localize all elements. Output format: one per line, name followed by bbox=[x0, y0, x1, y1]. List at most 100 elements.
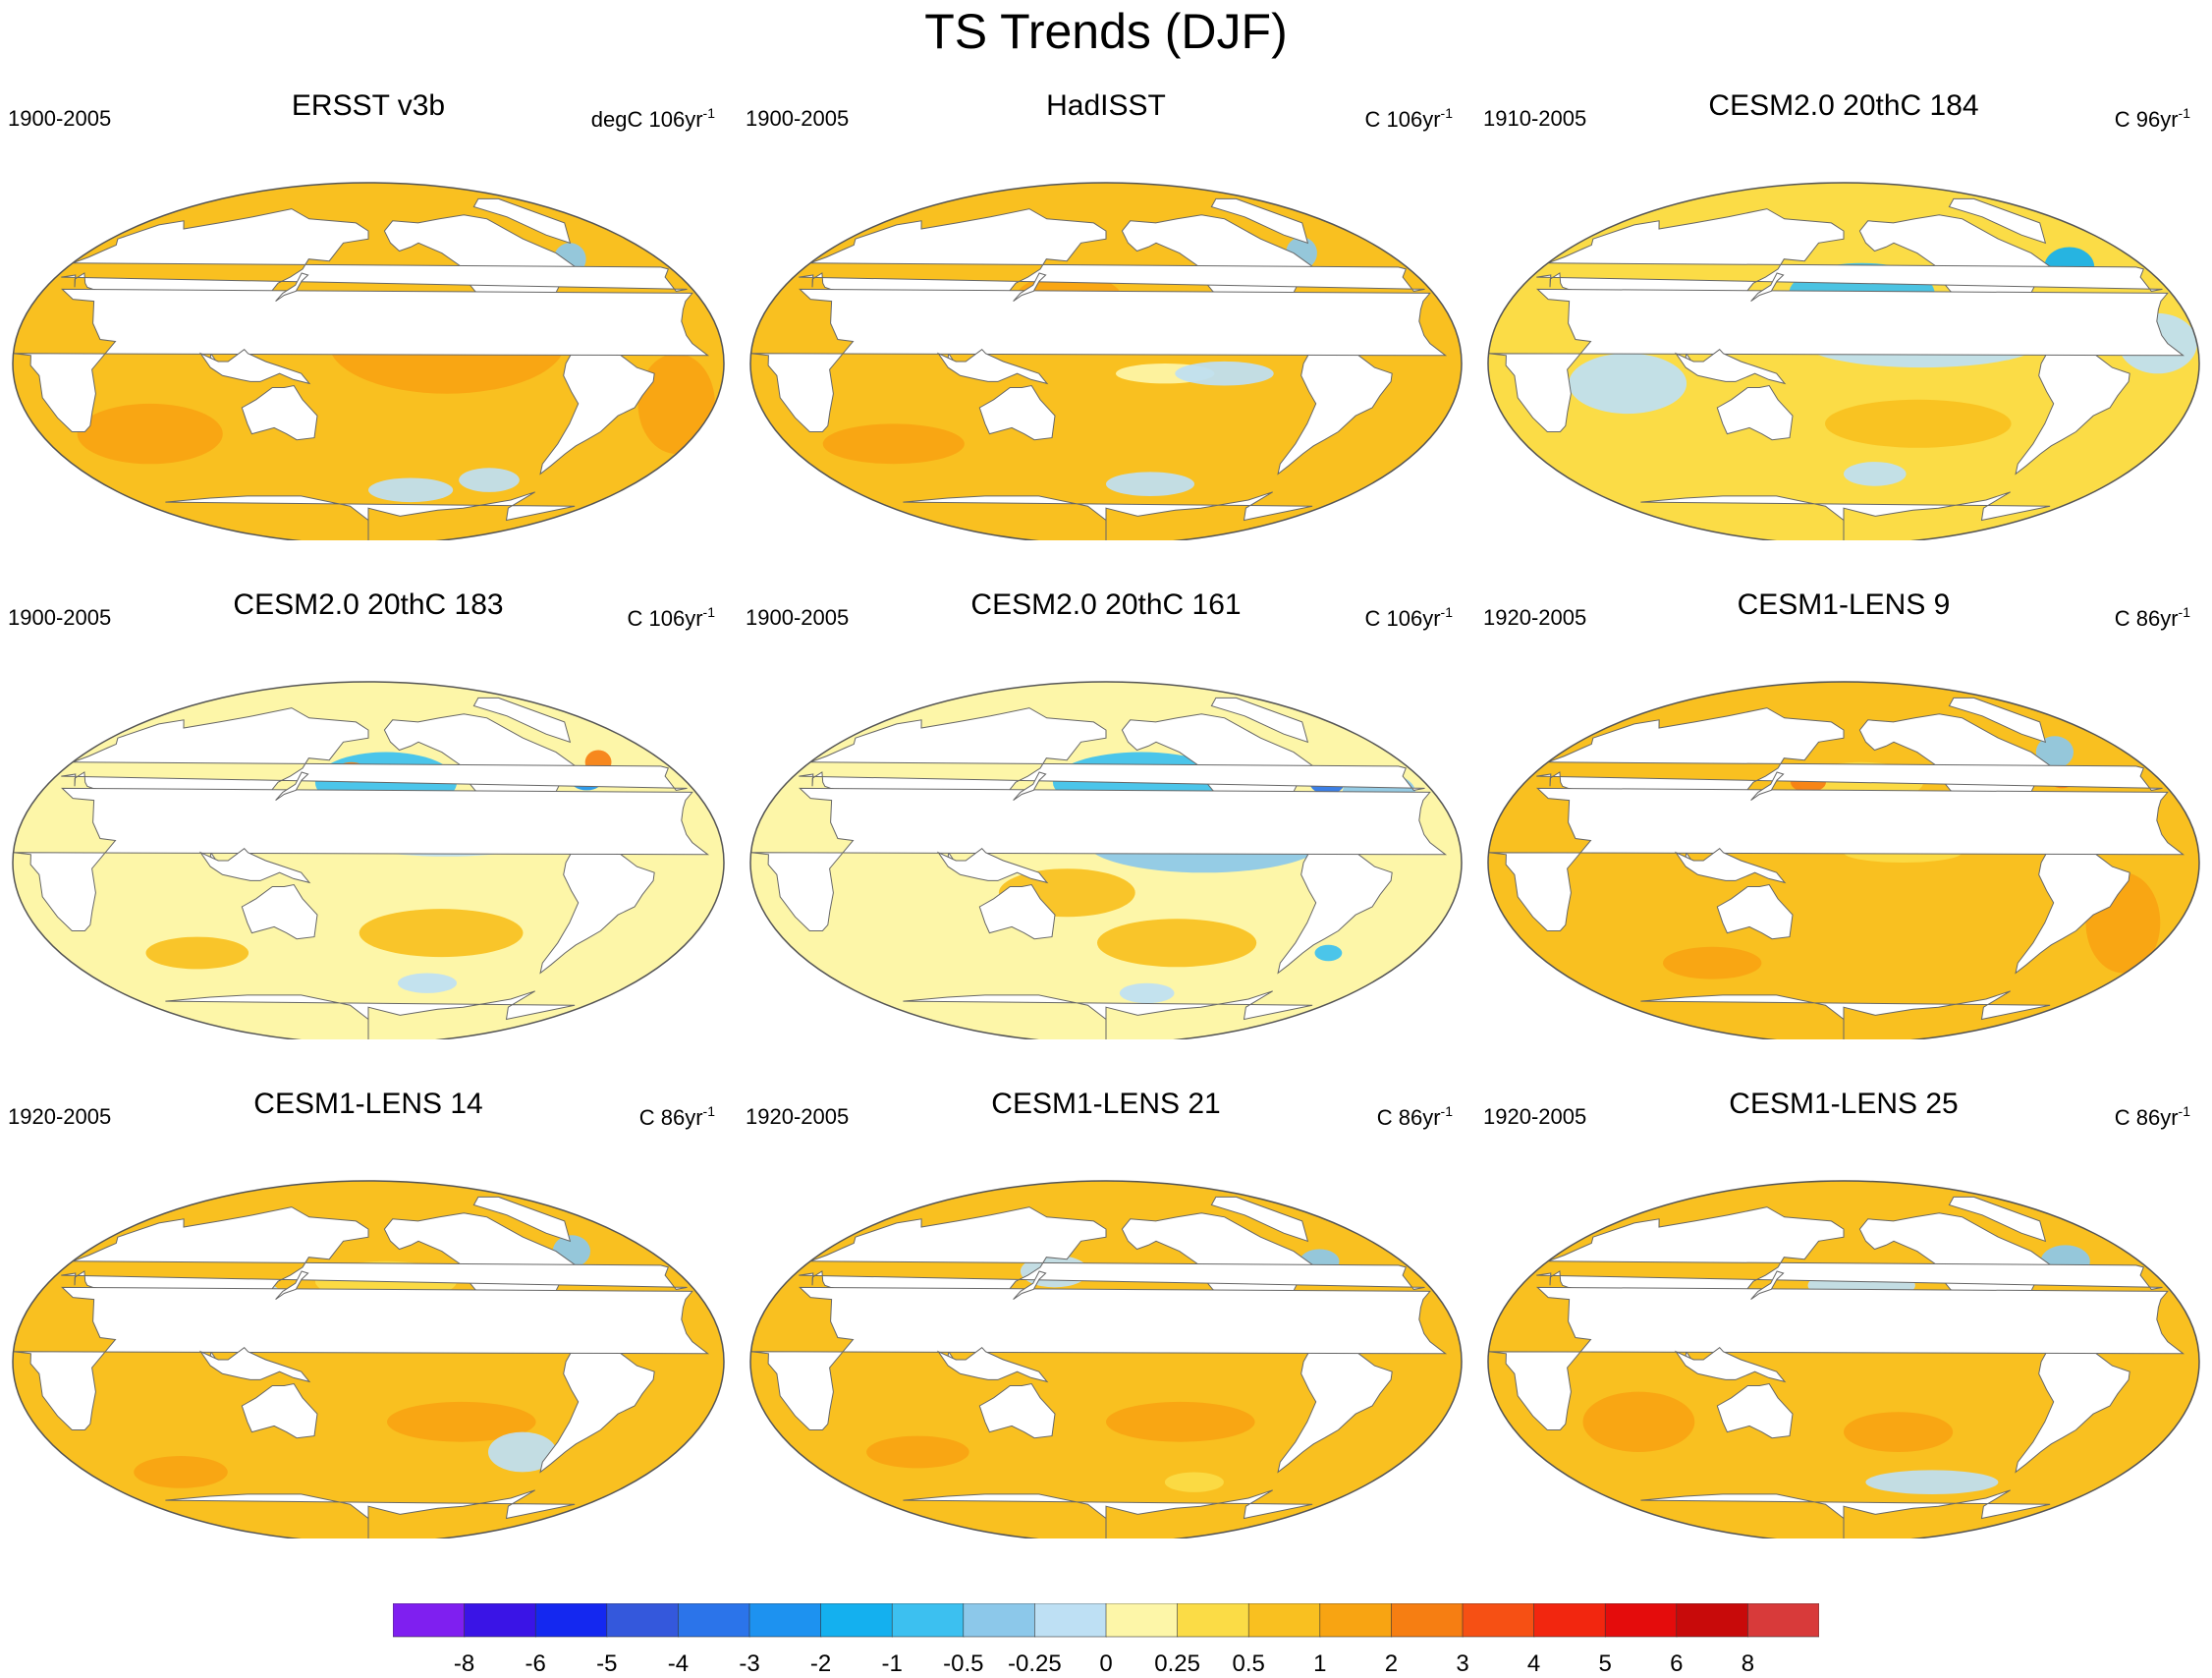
colorbar-label: -0.25 bbox=[1008, 1650, 1062, 1677]
colorbar-label: 2 bbox=[1384, 1650, 1399, 1677]
anomaly-patch bbox=[1569, 353, 1687, 415]
colorbar-box bbox=[534, 1603, 608, 1638]
anomaly-patch bbox=[145, 936, 249, 970]
colorbar-label: -6 bbox=[525, 1650, 546, 1677]
land-indonesia bbox=[936, 1347, 1049, 1383]
land-japan bbox=[1750, 771, 1785, 802]
land-australia bbox=[1716, 1382, 1794, 1439]
anomaly-patch bbox=[1106, 472, 1194, 497]
panel-period: 1900-2005 bbox=[746, 106, 850, 131]
world-map bbox=[1487, 182, 2200, 540]
panel-title: CESM2.0 20thC 161 bbox=[970, 588, 1242, 621]
map-panel: ERSST v3b 1900-2005 degC 106yr-1 bbox=[0, 88, 737, 540]
land-greenland bbox=[1210, 1196, 1309, 1243]
colorbar-box bbox=[963, 1603, 1036, 1638]
anomaly-patch bbox=[459, 468, 520, 492]
anomaly-patch bbox=[1097, 919, 1257, 968]
anomaly-patch bbox=[77, 403, 223, 465]
land-antarctica bbox=[1640, 1489, 2051, 1538]
anomaly-patch bbox=[1844, 462, 1907, 486]
panel-period: 1920-2005 bbox=[8, 1104, 112, 1129]
land-south-america bbox=[2015, 837, 2130, 975]
world-map bbox=[1487, 1180, 2200, 1538]
panel-units: C 106yr-1 bbox=[627, 604, 716, 631]
land-africa bbox=[750, 1286, 1448, 1430]
map-panel: CESM1-LENS 14 1920-2005 C 86yr-1 bbox=[0, 1087, 737, 1538]
land-south-america bbox=[539, 1336, 655, 1474]
land-greenland bbox=[1210, 197, 1309, 245]
panel-title: CESM1-LENS 9 bbox=[1737, 588, 1951, 621]
colorbar-label: -2 bbox=[809, 1650, 832, 1677]
map-field bbox=[750, 682, 1462, 1039]
anomaly-patch bbox=[1164, 1472, 1224, 1492]
figure-title: TS Trends (DJF) bbox=[924, 4, 1288, 59]
anomaly-patch bbox=[368, 477, 454, 503]
colorbar-label: -8 bbox=[453, 1650, 475, 1677]
land-south-america bbox=[2015, 1336, 2130, 1474]
colorbar-label: 3 bbox=[1456, 1650, 1469, 1677]
land-greenland bbox=[1948, 1196, 2047, 1243]
land-indonesia bbox=[936, 848, 1049, 884]
colorbar-box bbox=[1105, 1603, 1179, 1638]
colorbar-box bbox=[1319, 1603, 1393, 1638]
land-australia bbox=[978, 1382, 1056, 1439]
anomaly-patch bbox=[359, 909, 524, 958]
land-australia bbox=[978, 883, 1056, 940]
land-africa bbox=[13, 1286, 710, 1430]
anomaly-patch bbox=[1825, 399, 2012, 448]
map-border bbox=[1487, 1180, 2200, 1538]
map-panel: CESM2.0 20thC 184 1910-2005 C 96yr-1 bbox=[1475, 88, 2212, 540]
panel-title: CESM1-LENS 14 bbox=[253, 1088, 483, 1120]
land-africa bbox=[13, 787, 710, 931]
map-panel: CESM2.0 20thC 183 1900-2005 C 106yr-1 bbox=[0, 587, 737, 1039]
world-map bbox=[749, 182, 1463, 540]
map-field bbox=[13, 682, 724, 1039]
panel-units: C 86yr-1 bbox=[1376, 1103, 1453, 1130]
land-japan bbox=[1013, 771, 1047, 802]
land-japan bbox=[1013, 272, 1047, 303]
panel-units: C 86yr-1 bbox=[2114, 1103, 2190, 1130]
land-japan bbox=[275, 272, 309, 303]
colorbar bbox=[393, 1603, 1819, 1638]
map-border bbox=[1487, 182, 2200, 540]
land-antarctica bbox=[903, 491, 1313, 540]
colorbar-box bbox=[464, 1603, 536, 1638]
panel-period: 1900-2005 bbox=[8, 106, 112, 131]
colorbar-box bbox=[1533, 1603, 1606, 1638]
colorbar-box bbox=[678, 1603, 750, 1638]
land-greenland bbox=[1210, 697, 1309, 744]
world-map bbox=[749, 681, 1463, 1039]
map-field bbox=[1488, 183, 2199, 540]
land-japan bbox=[1013, 1270, 1047, 1301]
panel-units: C 86yr-1 bbox=[638, 1103, 715, 1130]
land-australia bbox=[241, 883, 318, 940]
land-greenland bbox=[472, 1196, 572, 1243]
land-antarctica bbox=[165, 990, 576, 1039]
world-map bbox=[1487, 681, 2200, 1039]
land-australia bbox=[241, 1382, 318, 1439]
anomaly-patch bbox=[2035, 736, 2074, 768]
panel-title: HadISST bbox=[1046, 89, 1166, 122]
map-field bbox=[1488, 682, 2199, 1039]
land-australia bbox=[1716, 883, 1794, 940]
colorbar-box bbox=[891, 1603, 965, 1638]
colorbar-box bbox=[1177, 1603, 1249, 1638]
land-antarctica bbox=[903, 990, 1313, 1039]
map-border bbox=[749, 182, 1463, 540]
land-antarctica bbox=[165, 1489, 576, 1538]
land-antarctica bbox=[1640, 990, 2051, 1039]
land-japan bbox=[275, 1270, 309, 1301]
land-japan bbox=[1750, 1270, 1785, 1301]
map-field bbox=[750, 1181, 1462, 1538]
colorbar-label: -1 bbox=[881, 1650, 903, 1677]
panel-units: C 96yr-1 bbox=[2114, 105, 2190, 132]
map-field bbox=[750, 183, 1462, 540]
land-africa bbox=[1488, 1286, 2185, 1430]
anomaly-patch bbox=[387, 1401, 536, 1442]
land-africa bbox=[1488, 288, 2185, 432]
land-indonesia bbox=[198, 1347, 311, 1383]
map-panel: CESM1-LENS 9 1920-2005 C 86yr-1 bbox=[1475, 587, 2212, 1039]
map-panel: CESM1-LENS 25 1920-2005 C 86yr-1 bbox=[1475, 1087, 2212, 1538]
colorbar-box bbox=[1676, 1603, 1749, 1638]
map-field bbox=[13, 1181, 724, 1538]
